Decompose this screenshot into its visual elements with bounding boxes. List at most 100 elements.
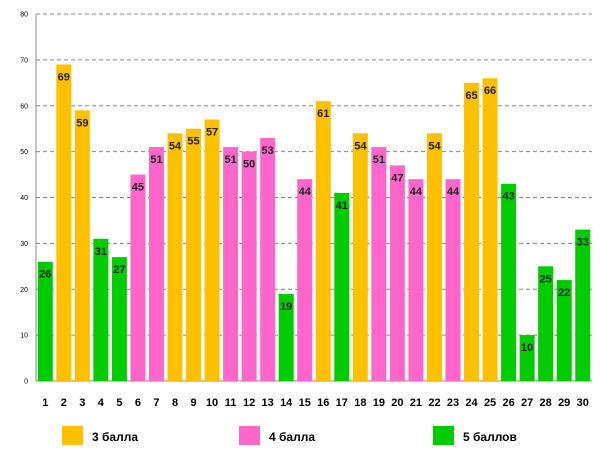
bar	[130, 174, 146, 381]
bar	[519, 335, 535, 381]
y-tick-label: 80	[20, 12, 28, 19]
data-label: 47	[391, 172, 403, 184]
data-label: 22	[558, 287, 570, 299]
x-tick-label: 8	[172, 397, 178, 409]
data-label: 57	[206, 127, 218, 139]
bar	[37, 261, 53, 381]
bar	[426, 133, 442, 381]
y-tick-label: 20	[20, 287, 28, 294]
bar	[74, 110, 90, 382]
y-tick-label: 70	[20, 57, 28, 64]
legend-swatch	[433, 426, 454, 445]
data-label: 44	[299, 186, 312, 198]
data-label: 51	[150, 154, 162, 166]
x-tick-label: 2	[61, 397, 67, 409]
x-tick-label: 17	[336, 397, 348, 409]
bar	[167, 133, 183, 381]
x-tick-label: 28	[540, 397, 552, 409]
bar	[186, 128, 202, 381]
data-label: 69	[58, 71, 70, 83]
bar	[445, 179, 461, 381]
y-tick-label: 0	[24, 379, 28, 386]
data-label: 59	[76, 117, 88, 129]
data-label: 45	[132, 182, 144, 194]
data-label: 27	[113, 264, 125, 276]
data-label: 41	[336, 200, 348, 212]
x-tick-label: 21	[410, 397, 422, 409]
x-tick-label: 25	[484, 397, 496, 409]
data-label: 10	[521, 342, 533, 354]
x-tick-label: 15	[299, 397, 311, 409]
bar	[408, 179, 424, 381]
legend-item: 3 балла	[62, 426, 138, 445]
x-tick-label: 4	[98, 397, 105, 409]
data-label: 26	[39, 269, 51, 281]
bar	[575, 229, 591, 381]
x-tick-label: 9	[190, 397, 196, 409]
bar	[501, 183, 517, 381]
x-tick-label: 10	[206, 397, 218, 409]
data-label: 51	[224, 154, 236, 166]
data-label: 55	[187, 136, 199, 148]
x-tick-label: 12	[243, 397, 255, 409]
x-tick-label: 24	[465, 397, 478, 409]
y-tick-label: 60	[20, 103, 28, 110]
bar	[111, 257, 127, 381]
data-label: 31	[95, 246, 107, 258]
x-tick-label: 19	[373, 397, 385, 409]
data-label: 50	[243, 159, 255, 171]
data-label: 54	[428, 140, 441, 152]
bar	[371, 147, 387, 381]
bar	[93, 238, 109, 381]
legend-label: 5 баллов	[463, 430, 517, 444]
x-tick-label: 20	[391, 397, 403, 409]
bar	[223, 147, 239, 381]
data-label: 54	[169, 140, 182, 152]
bar	[464, 82, 480, 381]
data-label: 53	[262, 145, 274, 157]
data-label: 33	[577, 237, 589, 249]
x-tick-label: 7	[153, 397, 159, 409]
data-label: 19	[280, 301, 292, 313]
bar	[315, 101, 331, 381]
bar	[148, 147, 164, 381]
data-label: 44	[447, 186, 460, 198]
bar	[56, 64, 72, 382]
x-tick-label: 22	[428, 397, 440, 409]
x-tick-label: 13	[262, 397, 274, 409]
bar	[204, 119, 220, 381]
data-label: 54	[354, 140, 367, 152]
bar	[538, 266, 554, 381]
legend-item: 4 балла	[239, 426, 315, 445]
y-tick-label: 30	[20, 241, 28, 248]
bar	[352, 133, 368, 381]
legend-label: 4 балла	[269, 430, 315, 444]
data-label: 25	[540, 273, 552, 285]
x-tick-label: 5	[116, 397, 122, 409]
x-tick-label: 6	[135, 397, 141, 409]
data-label: 43	[502, 191, 514, 203]
x-tick-label: 1	[42, 397, 48, 409]
data-label: 66	[484, 85, 496, 97]
x-tick-label: 23	[447, 397, 459, 409]
x-tick-label: 11	[225, 397, 237, 409]
x-tick-label: 3	[79, 397, 85, 409]
y-tick-label: 40	[20, 195, 28, 202]
bar	[334, 192, 350, 381]
data-label: 51	[373, 154, 385, 166]
x-tick-label: 29	[558, 397, 570, 409]
x-tick-label: 26	[502, 397, 514, 409]
bar	[556, 280, 572, 381]
y-tick-label: 10	[20, 333, 28, 340]
x-tick-label: 16	[317, 397, 329, 409]
legend-swatch	[239, 426, 260, 445]
bar	[241, 151, 257, 381]
x-tick-label: 30	[577, 397, 589, 409]
bar	[278, 293, 294, 381]
bar	[482, 78, 498, 381]
y-tick-label: 50	[20, 149, 28, 156]
bar	[297, 179, 313, 381]
bar	[260, 137, 276, 381]
